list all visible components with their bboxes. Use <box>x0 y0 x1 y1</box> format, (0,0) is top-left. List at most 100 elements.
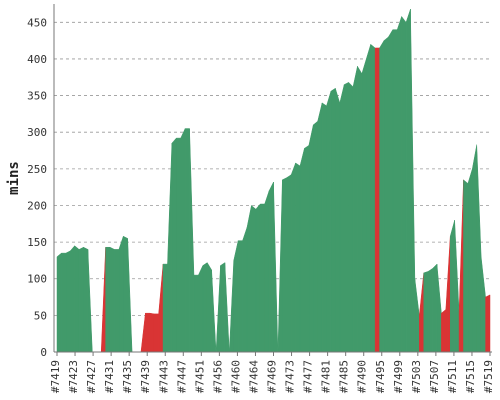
duration-segment <box>383 36 389 353</box>
duration-segment <box>158 264 164 353</box>
duration-segment <box>162 263 168 353</box>
duration-segment <box>401 15 407 353</box>
x-tick-label: #7447 <box>175 360 188 393</box>
duration-segment <box>472 144 477 353</box>
duration-segment <box>127 238 133 353</box>
duration-segment <box>100 247 106 353</box>
duration-segment <box>211 269 217 353</box>
duration-segment <box>286 174 292 353</box>
duration-segment <box>229 260 234 353</box>
duration-segment <box>432 263 438 353</box>
x-tick-label: #7499 <box>392 360 405 393</box>
duration-segment <box>357 65 363 353</box>
duration-segment <box>476 144 482 353</box>
duration-segment <box>206 261 212 353</box>
duration-segment <box>176 137 181 353</box>
duration-segment <box>273 182 279 353</box>
duration-segment <box>140 313 146 353</box>
x-tick-label: #7485 <box>338 360 351 393</box>
duration-segment <box>74 245 80 353</box>
x-tick-label: #7451 <box>193 360 206 393</box>
duration-segment <box>259 203 265 353</box>
duration-segment <box>65 250 71 353</box>
y-tick-label: 400 <box>27 53 47 66</box>
duration-segment <box>445 236 451 353</box>
x-tick-label: #7507 <box>428 360 441 393</box>
duration-segment <box>392 29 398 353</box>
duration-segment <box>282 177 288 353</box>
x-tick-label: #7519 <box>482 360 495 393</box>
duration-segment <box>295 162 301 353</box>
x-tick-label: #7431 <box>103 360 116 393</box>
duration-segment <box>123 235 128 353</box>
duration-segment <box>105 246 111 353</box>
duration-segment <box>423 271 429 353</box>
duration-segment <box>171 137 177 353</box>
duration-segment <box>405 9 411 353</box>
duration-segment <box>480 256 486 353</box>
y-tick-label: 150 <box>27 236 47 249</box>
x-tick-label: #7456 <box>211 360 224 393</box>
duration-segment <box>114 249 120 353</box>
duration-segment <box>149 312 155 353</box>
x-tick-label: #7469 <box>266 360 279 393</box>
y-tick-label: 0 <box>40 346 47 359</box>
duration-segment <box>485 294 491 353</box>
duration-segment <box>87 249 93 353</box>
y-tick-label: 450 <box>27 16 47 29</box>
duration-segment <box>290 162 296 353</box>
x-tick-label: #7495 <box>374 360 387 393</box>
y-axis-label: mins <box>6 161 22 195</box>
x-tick-label: #7464 <box>247 360 260 393</box>
y-tick-label: 350 <box>27 90 47 103</box>
y-tick-label: 200 <box>27 199 47 212</box>
duration-segment <box>193 274 199 353</box>
y-tick-label: 250 <box>27 163 47 176</box>
duration-segment <box>366 44 371 353</box>
duration-segment <box>83 246 89 353</box>
x-tick-label: #7439 <box>139 360 152 393</box>
duration-segment <box>361 58 367 353</box>
duration-segment <box>220 262 226 353</box>
duration-segment <box>224 262 230 353</box>
duration-segment <box>419 272 424 353</box>
duration-segment <box>189 128 195 353</box>
duration-segment <box>449 220 455 353</box>
duration-segment <box>180 128 186 353</box>
duration-segment <box>237 240 243 353</box>
duration-segment <box>299 148 305 353</box>
duration-segment <box>330 87 336 353</box>
duration-segment <box>308 124 314 353</box>
duration-segment <box>56 252 62 353</box>
duration-segment <box>242 227 248 353</box>
duration-segment <box>321 102 327 353</box>
duration-segment <box>153 313 159 353</box>
y-tick-label: 100 <box>27 273 47 286</box>
y-tick-labels: 0 50 100 150 200 250 300 350 400 450 <box>27 16 47 359</box>
duration-segment <box>396 16 402 353</box>
duration-segment <box>427 268 433 353</box>
duration-segment <box>370 43 376 353</box>
duration-segment <box>145 312 151 353</box>
duration-segment <box>313 120 318 353</box>
x-tick-label: #7423 <box>67 360 80 393</box>
duration-segment <box>78 246 84 353</box>
duration-area <box>56 9 491 353</box>
duration-segment <box>352 66 358 353</box>
duration-segment <box>335 88 341 353</box>
duration-segment <box>388 28 394 353</box>
x-tick-label: #7427 <box>85 360 98 393</box>
duration-segment <box>374 47 380 353</box>
y-tick-label: 300 <box>27 126 47 139</box>
duration-segment <box>436 264 442 353</box>
duration-segment <box>414 278 420 353</box>
duration-segment <box>118 236 124 353</box>
duration-segment <box>167 143 173 353</box>
duration-segment <box>463 179 469 353</box>
duration-segment <box>184 128 190 353</box>
x-tick-labels: #7419 #7423 #7427 #7431 #7435 #7439 #7443 #7447… <box>49 352 495 393</box>
duration-segment <box>379 39 385 353</box>
x-tick-label: #7473 <box>284 360 297 393</box>
x-tick-label: #7515 <box>464 360 477 393</box>
duration-segment <box>304 144 310 353</box>
